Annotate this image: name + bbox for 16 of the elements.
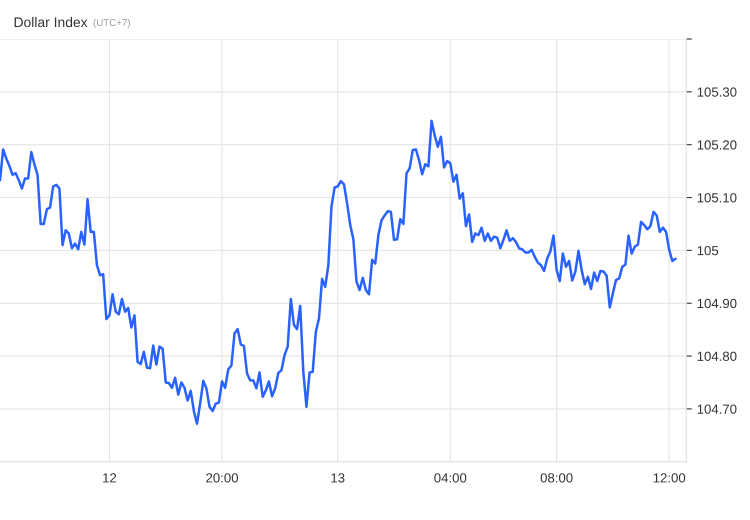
x-tick-label: 20:00 [206, 473, 238, 483]
y-tick-label: 105.20 [698, 140, 737, 150]
y-tick-label: 105.10 [698, 193, 737, 202]
x-tick-label: 04:00 [434, 473, 466, 483]
y-tick-label: 104.80 [698, 352, 737, 361]
y-tick-label: 104.90 [698, 298, 737, 308]
y-tick-label: 105.30 [698, 87, 737, 97]
line-series [0, 120, 677, 425]
y-tick-label: 105 [698, 246, 718, 256]
chart-subtitle: (UTC+7) [94, 18, 130, 28]
x-tick-label: 08:00 [540, 473, 573, 483]
x-tick-label: 13 [331, 473, 344, 483]
chart-title: Dollar Index [14, 16, 88, 28]
x-tick-label: 12 [103, 473, 116, 482]
y-tick-label: 104.70 [698, 404, 737, 414]
x-tick-label: 12:00 [654, 473, 686, 483]
